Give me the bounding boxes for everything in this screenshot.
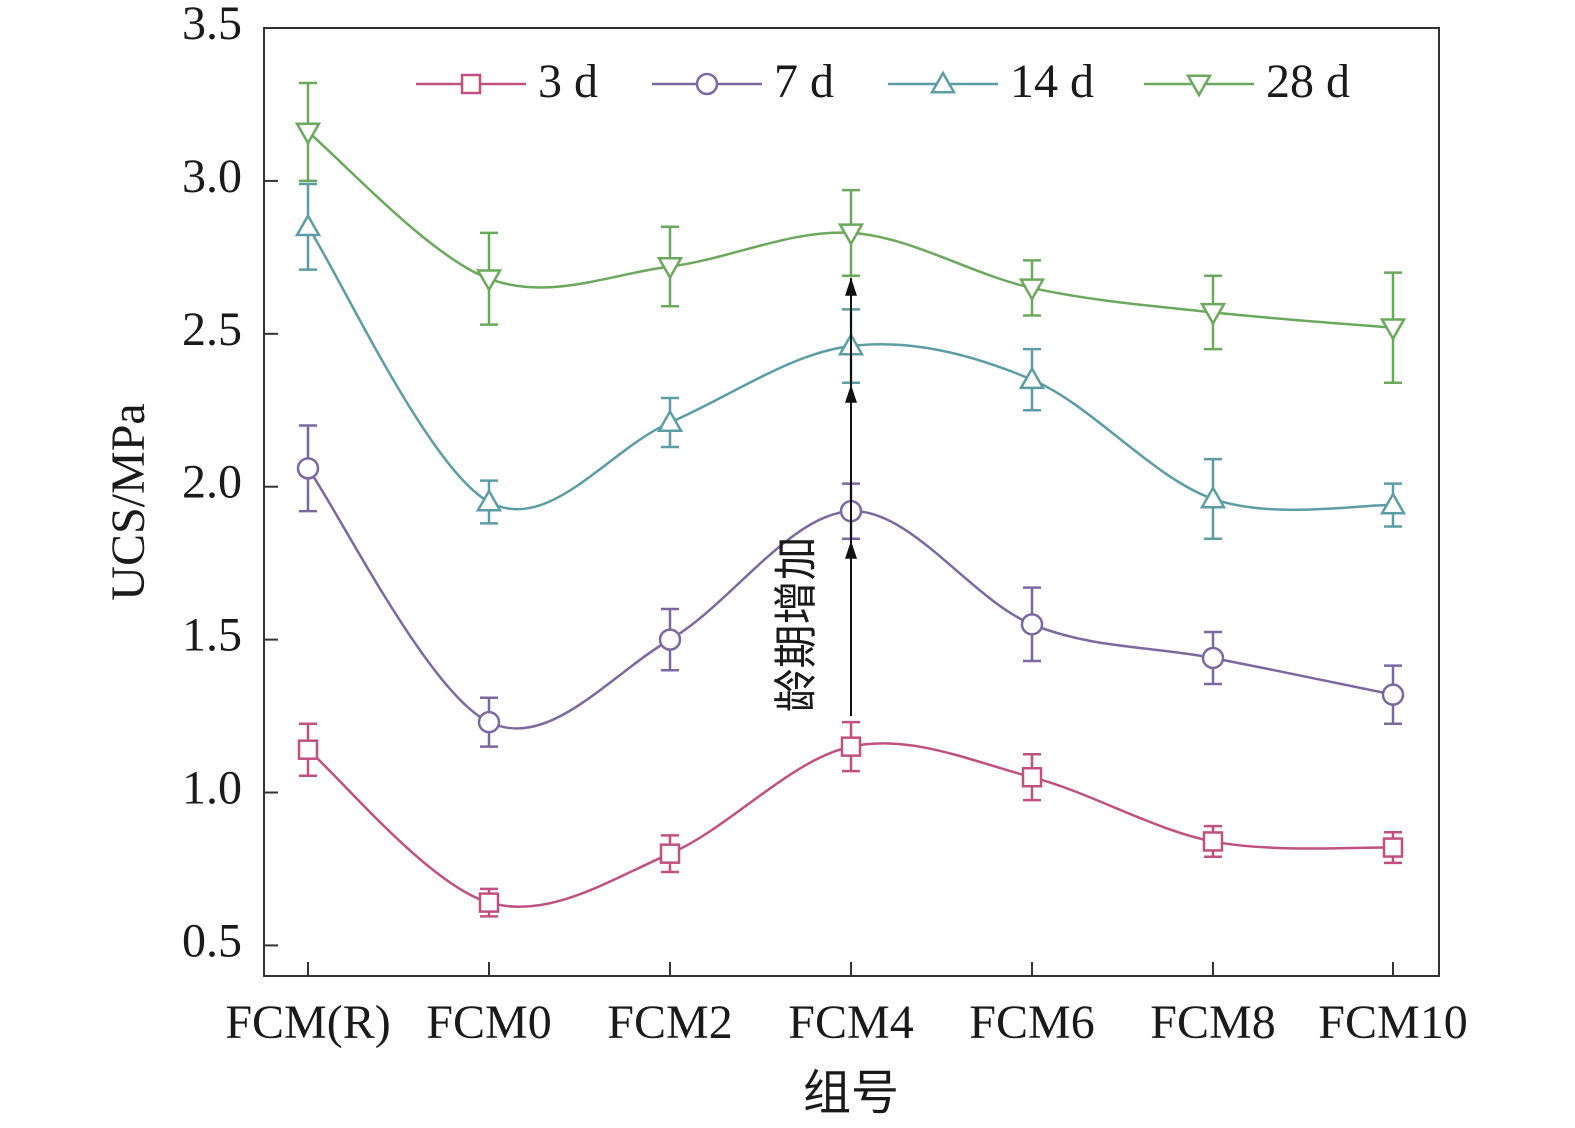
x-tick-label: FCM4 xyxy=(788,996,913,1049)
series-layer xyxy=(294,81,1407,918)
y-tick-label: 2.5 xyxy=(182,303,242,356)
series-14d xyxy=(294,182,1407,540)
y-axis-ticks: 0.5 1.0 1.5 2.0 2.5 3.0 3.5 xyxy=(182,0,278,967)
legend-label: 28 d xyxy=(1266,55,1350,108)
legend-item: 7 d xyxy=(652,55,834,108)
annotation-arrowhead xyxy=(845,277,857,296)
data-point xyxy=(840,736,862,757)
data-point xyxy=(1382,837,1404,858)
data-point xyxy=(1381,683,1405,706)
annotation-text: 龄期增加 xyxy=(772,536,821,712)
data-point xyxy=(1018,278,1046,302)
data-point xyxy=(296,457,320,480)
data-point xyxy=(658,628,682,651)
data-point xyxy=(656,257,684,281)
data-point xyxy=(1379,491,1407,515)
annotation-layer: 龄期增加 xyxy=(772,277,857,717)
legend: 3 d 7 d 14 d 28 d xyxy=(416,55,1350,108)
legend-marker xyxy=(695,72,719,96)
data-point xyxy=(477,710,501,734)
legend-marker xyxy=(1185,74,1213,98)
x-tick-label: FCM8 xyxy=(1150,996,1275,1049)
data-point xyxy=(1202,831,1224,852)
data-point xyxy=(294,122,322,146)
x-axis-title: 组号 xyxy=(803,1067,899,1120)
data-point xyxy=(1199,302,1227,326)
x-tick-label: FCM(R) xyxy=(225,996,390,1049)
legend-item: 3 d xyxy=(416,55,598,108)
legend-item: 14 d xyxy=(888,55,1094,108)
x-tick-label: FCM0 xyxy=(426,996,551,1049)
legend-label: 7 d xyxy=(774,55,834,108)
y-axis-title: UCS/MPa xyxy=(102,403,155,600)
y-tick-label: 3.5 xyxy=(182,0,242,50)
data-point xyxy=(1020,613,1044,636)
x-tick-label: FCM2 xyxy=(607,996,732,1049)
annotation-arrowhead xyxy=(845,540,857,559)
data-point xyxy=(1201,646,1225,670)
data-point xyxy=(1379,318,1407,342)
data-point xyxy=(659,843,681,864)
annotation-arrowhead xyxy=(845,384,857,403)
data-point xyxy=(1018,366,1046,390)
data-point xyxy=(1021,766,1043,788)
legend-label: 14 d xyxy=(1010,55,1094,108)
y-tick-label: 0.5 xyxy=(182,914,242,967)
data-point xyxy=(656,408,684,432)
legend-marker xyxy=(460,73,482,95)
data-point xyxy=(478,892,500,913)
data-point xyxy=(475,488,503,512)
data-point xyxy=(475,269,503,293)
legend-label: 3 d xyxy=(538,55,598,108)
x-tick-label: FCM6 xyxy=(969,996,1094,1049)
series-7d xyxy=(296,424,1405,748)
y-tick-label: 1.5 xyxy=(182,609,242,662)
y-tick-label: 2.0 xyxy=(182,456,242,509)
x-axis-ticks: FCM(R) FCM0 FCM2 FCM4 FCM6 FCM8 FCM10 xyxy=(225,962,1468,1049)
x-tick-label: FCM10 xyxy=(1318,996,1467,1049)
legend-marker xyxy=(929,70,957,94)
y-tick-label: 1.0 xyxy=(182,762,242,815)
series-28d xyxy=(294,81,1407,384)
data-point xyxy=(837,223,865,247)
data-point xyxy=(1199,485,1227,509)
series-3d xyxy=(297,720,1404,918)
data-point xyxy=(294,213,322,237)
y-tick-label: 3.0 xyxy=(182,150,242,203)
data-point xyxy=(297,739,319,760)
legend-item: 28 d xyxy=(1144,55,1350,108)
